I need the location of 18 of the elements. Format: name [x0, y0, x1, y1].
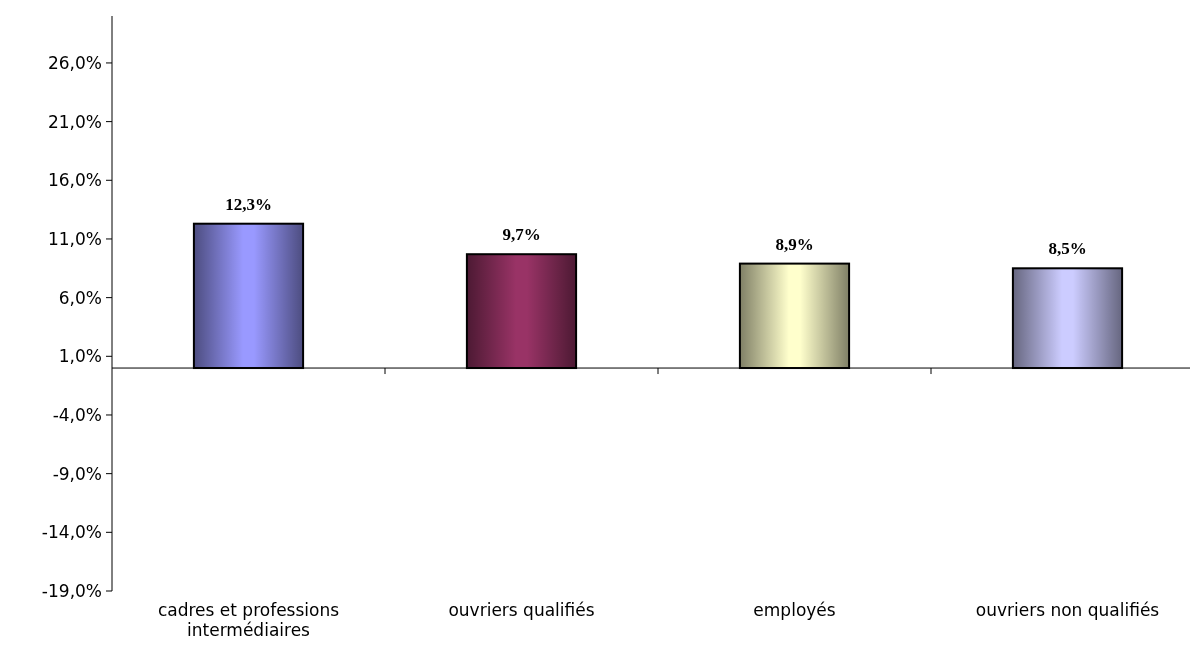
- y-tick-label: -14,0%: [41, 522, 102, 543]
- y-tick-label: 16,0%: [47, 170, 102, 191]
- y-tick-label: 26,0%: [47, 52, 102, 73]
- y-tick-label: -19,0%: [41, 580, 102, 601]
- y-tick-label: 21,0%: [47, 111, 102, 132]
- data-label: 8,9%: [775, 234, 814, 254]
- x-tick-label: ouvriers qualifiés: [448, 600, 595, 620]
- data-label: 12,3%: [225, 194, 272, 214]
- x-tick-label: cadres et professions intermédiaires: [157, 600, 340, 640]
- y-tick-label: 1,0%: [58, 346, 102, 367]
- y-tick-label: -4,0%: [52, 404, 102, 425]
- y-tick-label: -9,0%: [52, 463, 102, 484]
- y-tick-label: 6,0%: [58, 287, 102, 308]
- x-tick-label: employés: [753, 600, 836, 620]
- data-label: 9,7%: [502, 225, 541, 245]
- y-tick-label: 11,0%: [47, 228, 102, 249]
- x-tick-label: ouvriers non qualifiés: [975, 600, 1160, 620]
- data-label: 8,5%: [1048, 239, 1087, 259]
